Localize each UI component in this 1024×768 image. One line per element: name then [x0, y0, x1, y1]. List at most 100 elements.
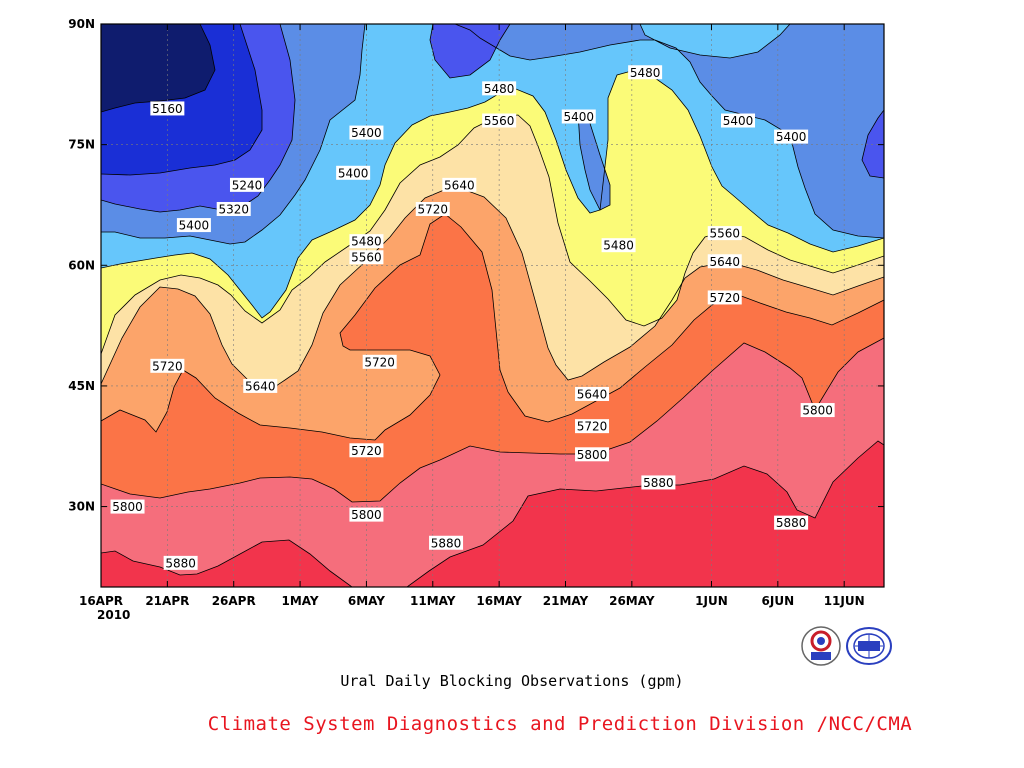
contour-label: 5400 — [176, 218, 211, 233]
band-5240-5320-c — [862, 110, 884, 178]
contour-label-text: 5320 — [218, 202, 249, 216]
x-tick-label: 16APR — [79, 594, 123, 608]
y-tick-label: 75N — [68, 138, 95, 152]
contour-label-box — [229, 177, 264, 192]
contour-label-box — [774, 129, 809, 144]
contour-label-text: 5640 — [245, 379, 276, 393]
contour-label-box — [163, 555, 198, 570]
contour-label-box — [349, 250, 384, 265]
contour-label-box — [561, 109, 596, 124]
contour-label-box — [349, 507, 384, 522]
y-tick-label: 30N — [68, 500, 95, 514]
contour-label: 5720 — [415, 201, 450, 216]
contour-label-box — [243, 378, 278, 393]
band-below-5160 — [101, 24, 215, 112]
contour-label-text: 5720 — [577, 420, 608, 434]
contour-label-text: 5480 — [603, 239, 634, 253]
contour-label-box — [721, 113, 756, 128]
contour-label: 5640 — [442, 177, 477, 192]
contour-label-text: 5480 — [484, 82, 515, 96]
contour-label: 5640 — [575, 386, 610, 401]
contour-label-text: 5560 — [484, 114, 515, 128]
contour-bands — [101, 24, 884, 587]
contour-label-text: 5800 — [802, 404, 833, 418]
contour-label-box — [628, 65, 663, 80]
ncc-logo-icon — [846, 627, 892, 665]
contour-label-text: 5720 — [709, 291, 740, 305]
contour-label: 5320 — [216, 201, 251, 216]
contour-label-box — [482, 113, 517, 128]
contour-label-text: 5160 — [152, 102, 183, 116]
contour-label: 5560 — [707, 226, 742, 241]
x-tick-label: 1JUN — [695, 594, 728, 608]
contour-label-box — [800, 403, 835, 418]
contour-labels: 5160 5240 5320 5400 5400 5400 5480 5560 5720 5720… — [110, 65, 835, 570]
y-tick-label: 60N — [68, 258, 95, 272]
contour-label-text: 5880 — [776, 516, 807, 530]
contour-label: 5640 — [707, 254, 742, 269]
contour-label-text: 5640 — [577, 387, 608, 401]
contour-label-box — [575, 386, 610, 401]
contour-label: 5560 — [482, 113, 517, 128]
contour-label-text: 5240 — [232, 178, 263, 192]
contour-label-box — [176, 218, 211, 233]
contour-label-box — [336, 165, 371, 180]
contour-label-text: 5640 — [444, 178, 475, 192]
contour-label-text: 5400 — [338, 166, 369, 180]
x-tick-label: 26APR — [212, 594, 256, 608]
x-tick-label: 21APR — [145, 594, 189, 608]
contour-label: 5720 — [362, 354, 397, 369]
contour-label-box — [362, 354, 397, 369]
contour-label-box — [601, 238, 636, 253]
contour-label: 5880 — [163, 555, 198, 570]
credit-line: Climate System Diagnostics and Predictio… — [207, 713, 913, 735]
contour-label: 5480 — [628, 65, 663, 80]
isoline-5720 — [101, 213, 884, 441]
contour-label-box — [442, 177, 477, 192]
contour-label-box — [429, 535, 464, 550]
contour-label-text: 5800 — [351, 508, 382, 522]
contour-label-text: 5800 — [577, 448, 608, 462]
contour-label: 5640 — [243, 378, 278, 393]
contour-label-text: 5560 — [351, 251, 382, 265]
contour-label-box — [575, 447, 610, 462]
isoline-5160 — [101, 24, 216, 113]
x-tick-label: 6MAY — [348, 594, 385, 608]
contour-label: 5160 — [150, 101, 185, 116]
contour-label-text: 5480 — [630, 66, 661, 80]
contour-label-box — [575, 419, 610, 434]
contour-label-box — [415, 201, 450, 216]
chart-caption: Ural Daily Blocking Observations (gpm) — [340, 672, 684, 690]
x-axis-year-label: 2010 — [97, 608, 130, 622]
gridlines — [101, 24, 884, 587]
contour-label-text: 5880 — [165, 556, 196, 570]
y-axis: 30N 45N 60N 75N 90N — [68, 17, 884, 514]
x-tick-label: 16MAY — [476, 594, 522, 608]
isoline-5800 — [101, 337, 884, 503]
band-5240-5320-b — [430, 24, 510, 78]
contour-label-text: 5400 — [179, 219, 210, 233]
contour-label-text: 5400 — [563, 110, 594, 124]
contour-label: 5240 — [229, 177, 264, 192]
contour-label: 5800 — [349, 507, 384, 522]
contour-label-text: 5720 — [364, 355, 395, 369]
contour-label-text: 5560 — [709, 227, 740, 241]
contour-label-box — [774, 515, 809, 530]
contour-label-box — [216, 201, 251, 216]
contour-label: 5880 — [429, 535, 464, 550]
isoline-5400 — [101, 24, 884, 245]
contour-label: 5400 — [336, 165, 371, 180]
contour-label: 5480 — [601, 238, 636, 253]
contour-label-box — [707, 290, 742, 305]
band-5320-5400 — [101, 24, 884, 244]
contour-label: 5800 — [575, 447, 610, 462]
contour-label: 5800 — [800, 403, 835, 418]
contour-label: 5720 — [575, 419, 610, 434]
contour-label: 5480 — [349, 234, 384, 249]
contour-label: 5720 — [349, 443, 384, 458]
x-tick-label: 1MAY — [282, 594, 319, 608]
contour-label-text: 5800 — [112, 500, 143, 514]
contour-label-box — [641, 475, 676, 490]
contour-label-box — [349, 234, 384, 249]
